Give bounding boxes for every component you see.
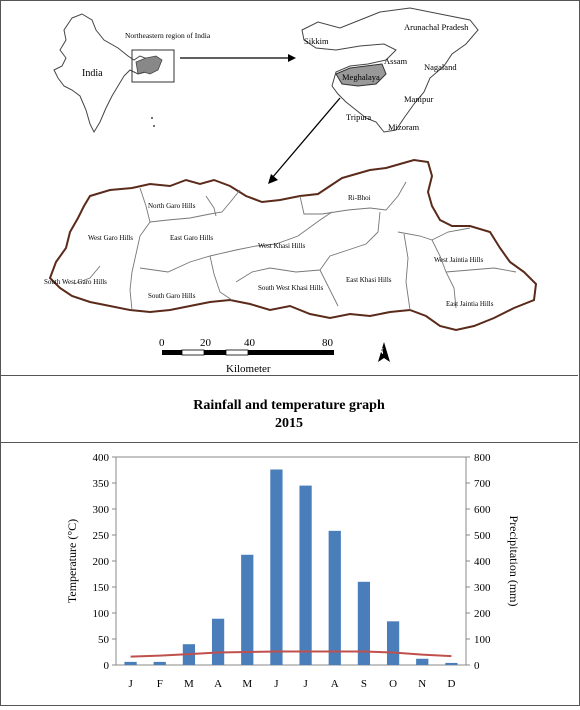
scale-unit: Kilometer — [226, 363, 271, 375]
y-left-axis-label: Temperature (°C) — [65, 519, 79, 603]
precipitation-bar — [416, 658, 429, 665]
x-tick-label: M — [184, 678, 194, 690]
y-right-tick-label: 300 — [474, 582, 491, 594]
district-label-west-khasi: West Khasi Hills — [258, 242, 306, 250]
chart-title-panel: Rainfall and temperature graph 2015 — [0, 376, 578, 443]
arrow-to-meghalaya-map — [271, 97, 341, 179]
y-right-axis-label: Precipitation (mm) — [507, 516, 521, 607]
ne-region-outline — [301, 7, 479, 133]
y-left-tick-label: 400 — [93, 452, 110, 464]
precipitation-bar — [445, 662, 458, 665]
north-arrow-icon — [378, 342, 390, 362]
india-label: India — [82, 68, 103, 79]
precipitation-bar — [124, 661, 137, 665]
scale-tick-0: 0 — [159, 337, 165, 349]
scale-bar — [162, 349, 334, 356]
district-label-south-west-khasi: South West Khasi Hills — [258, 284, 324, 292]
inset-caption: Northeastern region of India — [125, 31, 211, 40]
ne-inset-box — [131, 49, 175, 83]
x-tick-label: N — [418, 678, 426, 690]
precipitation-bar — [328, 530, 341, 665]
state-label-arunachal: Arunachal Pradesh — [404, 22, 469, 32]
meghalaya-outline — [48, 158, 538, 332]
india-outline — [53, 13, 151, 134]
y-right-tick-label: 0 — [474, 660, 480, 672]
state-label-manipur: Manipur — [404, 94, 433, 104]
chart-panel: 0 50 100 150 200 250 300 350 400 0 100 200 300 400 500… — [0, 443, 578, 705]
island-dot — [151, 117, 153, 119]
x-tick-label: O — [389, 678, 397, 690]
district-label-ri-bhoi: Ri-Bhoi — [348, 194, 371, 202]
temperature-line — [130, 650, 452, 658]
y-right-tick-label: 500 — [474, 530, 491, 542]
x-tick-label: J — [274, 678, 279, 690]
precipitation-bar — [241, 554, 254, 665]
precipitation-bar — [357, 581, 371, 665]
y-left-tick-label: 300 — [93, 504, 110, 516]
state-label-tripura: Tripura — [346, 112, 371, 122]
district-label-east-jaintia: East Jaintia Hills — [446, 300, 494, 308]
precipitation-bar — [270, 469, 283, 665]
district-label-south-west-garo: South West Garo Hills — [44, 278, 107, 286]
district-label-north-garo: North Garo Hills — [148, 202, 196, 210]
y-left-tick-label: 0 — [104, 660, 110, 672]
y-left-tick-label: 50 — [98, 634, 110, 646]
scale-tick-80: 80 — [322, 337, 334, 349]
precipitation-bar — [153, 661, 166, 665]
y-right-tick-label: 400 — [474, 556, 491, 568]
precipitation-bar — [211, 618, 225, 665]
y-right-tick-label: 100 — [474, 634, 491, 646]
x-tick-label: A — [214, 678, 222, 690]
ne-india-shaded — [135, 55, 163, 75]
y-left-tick-label: 250 — [93, 530, 110, 542]
precipitation-bar — [299, 485, 312, 665]
x-tick-label: M — [242, 678, 252, 690]
chart-title: Rainfall and temperature graph — [193, 398, 385, 413]
y-left-tick-label: 350 — [93, 478, 110, 490]
state-label-assam: Assam — [384, 56, 408, 66]
state-label-mizoram: Mizoram — [388, 122, 420, 132]
state-label-sikkim: Sikkim — [304, 36, 329, 46]
district-label-west-jaintia: West Jaintia Hills — [434, 256, 483, 264]
rainfall-temperature-chart: 0 50 100 150 200 250 300 350 400 0 100 200 300 400 500… — [65, 452, 521, 690]
island-dot — [153, 125, 155, 127]
x-tick-label: J — [303, 678, 308, 690]
precipitation-bar — [386, 621, 400, 665]
x-tick-label: J — [128, 678, 133, 690]
district-label-south-garo: South Garo Hills — [148, 292, 196, 300]
map-panel: India Northeastern region of India Sikki… — [0, 7, 578, 376]
x-tick-label: A — [331, 678, 339, 690]
y-left-tick-label: 100 — [93, 608, 110, 620]
district-label-east-khasi: East Khasi Hills — [346, 276, 392, 284]
scale-tick-40: 40 — [244, 337, 256, 349]
arrow-head — [288, 54, 296, 62]
y-right-tick-label: 600 — [474, 504, 491, 516]
scale-tick-20: 20 — [200, 337, 212, 349]
x-tick-label: D — [447, 678, 455, 690]
plot-area — [115, 456, 467, 666]
arrow-head — [268, 174, 278, 184]
district-label-east-garo: East Garo Hills — [170, 234, 213, 242]
y-right-tick-label: 700 — [474, 478, 491, 490]
chart-subtitle-year: 2015 — [275, 416, 303, 431]
y-left-tick-label: 150 — [93, 582, 110, 594]
meghalaya-shaded — [335, 63, 387, 87]
x-tick-label: S — [361, 678, 367, 690]
y-left-tick-label: 200 — [93, 556, 110, 568]
district-label-west-garo: West Garo Hills — [88, 234, 133, 242]
x-tick-label: F — [157, 678, 163, 690]
north-label: N — [378, 347, 384, 356]
location-map: India Northeastern region of India Sikki… — [44, 7, 538, 375]
state-label-meghalaya: Meghalaya — [342, 72, 380, 82]
y-right-tick-label: 200 — [474, 608, 491, 620]
state-label-nagaland: Nagaland — [424, 62, 457, 72]
y-right-tick-label: 800 — [474, 452, 491, 464]
district-borders — [73, 181, 517, 311]
